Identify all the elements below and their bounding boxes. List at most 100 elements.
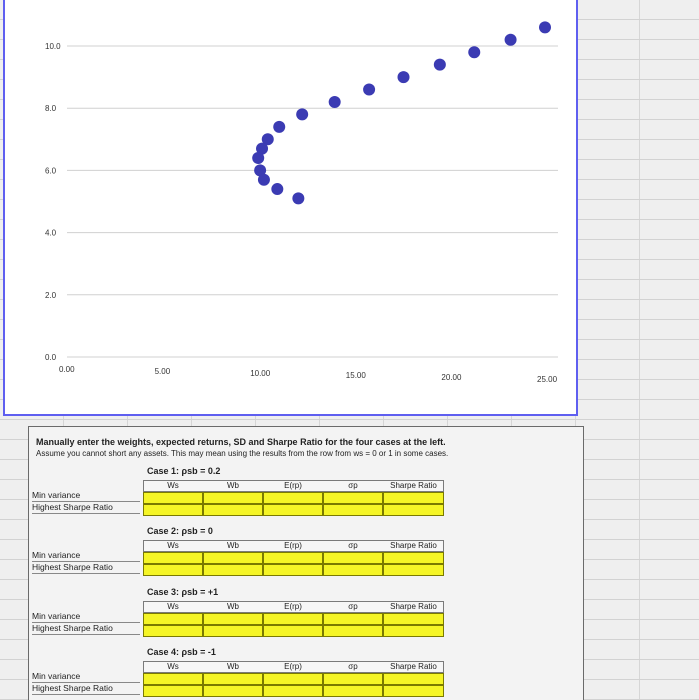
data-point [504,33,517,46]
column-header: Ws [167,481,179,490]
input-cell[interactable] [263,504,323,516]
input-cell[interactable] [203,504,263,516]
column-header: σp [348,602,358,611]
input-cell[interactable] [203,564,263,576]
input-cell[interactable] [143,504,203,516]
input-cell[interactable] [263,625,323,637]
input-cell[interactable] [383,552,444,564]
input-cell[interactable] [323,564,383,576]
column-header: Wb [227,481,239,490]
input-cell[interactable] [263,492,323,504]
input-cell[interactable] [323,625,383,637]
column-header: Ws [167,602,179,611]
row-label-min-variance: Min variance [32,550,140,562]
data-point [273,120,286,133]
input-cell[interactable] [263,673,323,685]
data-point [271,183,284,196]
scatter-chart[interactable]: 0.0 2.0 4.0 6.0 8.0 10.0 0.00 5.00 10.00 15.00 20.… [3,0,578,416]
instructions-note: Assume you cannot short any assets. This… [36,449,449,458]
column-header-band [143,601,444,613]
input-cell[interactable] [143,625,203,637]
column-header: Wb [227,602,239,611]
column-header: Wb [227,541,239,550]
input-cell[interactable] [263,685,323,697]
input-cell[interactable] [263,564,323,576]
column-header: E(rp) [284,541,302,550]
column-header: E(rp) [284,481,302,490]
input-cell[interactable] [203,685,263,697]
input-cell[interactable] [383,504,444,516]
input-cell[interactable] [203,613,263,625]
input-cell[interactable] [323,504,383,516]
data-point [261,133,274,146]
data-point [539,21,551,34]
data-point [296,108,309,121]
column-header-band [143,540,444,552]
input-cell[interactable] [143,492,203,504]
case-title: Case 1: ρsb = 0.2 [147,466,221,476]
instructions-title: Manually enter the weights, expected ret… [36,437,446,447]
x-tick-label: 0.00 [59,365,75,374]
input-cell[interactable] [203,673,263,685]
data-point [292,192,305,205]
input-cell[interactable] [143,564,203,576]
column-header-band [143,661,444,673]
column-header: Wb [227,662,239,671]
x-tick-label: 15.00 [346,371,367,380]
x-tick-label: 10.00 [250,369,271,378]
input-cell[interactable] [203,552,263,564]
input-cell[interactable] [323,685,383,697]
chart-svg: 0.0 2.0 4.0 6.0 8.0 10.0 0.00 5.00 10.00 15.00 20.… [45,21,558,384]
column-header: E(rp) [284,602,302,611]
row-label-min-variance: Min variance [32,490,140,502]
input-cell[interactable] [143,552,203,564]
y-tick-label: 0.0 [45,353,57,362]
input-cell[interactable] [383,685,444,697]
x-tick-label: 25.00 [537,375,558,384]
input-cell[interactable] [203,492,263,504]
y-tick-label: 10.0 [45,42,61,51]
column-header: Sharpe Ratio [390,662,437,671]
column-header: Sharpe Ratio [390,541,437,550]
y-tick-label: 8.0 [45,104,57,113]
x-tick-label: 5.00 [155,367,171,376]
data-point [468,46,481,59]
input-cell[interactable] [383,613,444,625]
input-cell[interactable] [263,552,323,564]
y-tick-label: 6.0 [45,166,57,175]
column-header: Ws [167,541,179,550]
case-title: Case 4: ρsb = -1 [147,647,216,657]
data-point [257,173,270,186]
column-header: σp [348,541,358,550]
input-cell[interactable] [203,625,263,637]
input-cell[interactable] [383,673,444,685]
input-cell[interactable] [383,564,444,576]
input-cell[interactable] [323,492,383,504]
input-cell[interactable] [383,492,444,504]
input-cell[interactable] [383,625,444,637]
case-title: Case 3: ρsb = +1 [147,587,219,597]
column-header: Sharpe Ratio [390,481,437,490]
row-label-highest-sharpe: Highest Sharpe Ratio [32,683,140,695]
column-header: Ws [167,662,179,671]
data-point [254,164,267,177]
data-point [328,95,341,108]
case-title: Case 2: ρsb = 0 [147,526,213,536]
data-point [433,58,446,71]
row-label-highest-sharpe: Highest Sharpe Ratio [32,562,140,574]
input-cell[interactable] [323,673,383,685]
input-cell[interactable] [323,613,383,625]
column-header: σp [348,481,358,490]
row-label-min-variance: Min variance [32,671,140,683]
row-label-min-variance: Min variance [32,611,140,623]
data-point [256,142,269,155]
input-cell[interactable] [263,613,323,625]
input-cell[interactable] [143,613,203,625]
input-cell[interactable] [323,552,383,564]
x-tick-label: 20.00 [441,373,462,382]
input-cell[interactable] [143,673,203,685]
data-point [363,83,376,96]
column-header-band [143,480,444,492]
input-cell[interactable] [143,685,203,697]
data-point [252,151,265,164]
